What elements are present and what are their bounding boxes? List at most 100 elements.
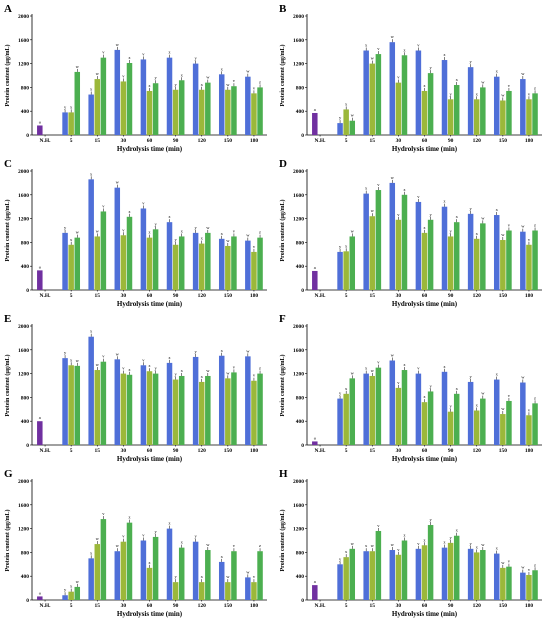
bar-series-2	[120, 541, 127, 600]
bar-series-3	[126, 216, 133, 290]
bar-series-1	[493, 379, 500, 445]
y-tick-label: 800	[21, 395, 30, 401]
x-tick-label: 90	[448, 293, 454, 299]
bar-annotation: x	[365, 186, 368, 191]
bar-annotation: w	[246, 233, 250, 238]
bar-series-1	[218, 561, 225, 600]
bar-series-3	[126, 374, 133, 445]
x-tick-label: 150	[499, 293, 508, 299]
bar-series-3	[375, 190, 382, 290]
bar-series-1	[166, 222, 173, 290]
bar-series-2	[251, 582, 257, 600]
bar-series-3	[152, 536, 159, 600]
bar-series-2	[225, 582, 231, 600]
x-tick-label: N.H.	[40, 448, 52, 454]
panel-e: E 0 400 800 1200 1600 2000 Protein content (µg/…	[4, 313, 267, 463]
x-tick-label: 15	[95, 603, 101, 609]
bar-annotation: w	[481, 79, 485, 84]
bar-series-2	[343, 557, 349, 600]
x-tick-label: N.H.	[315, 138, 327, 144]
bar-annotation: x	[365, 543, 368, 548]
x-tick-label: 150	[224, 138, 233, 144]
bar-series-1	[441, 60, 448, 135]
y-tick-label: 800	[296, 395, 305, 401]
bar-annotation: z	[534, 223, 536, 228]
bar-annotation: z	[128, 515, 130, 520]
bar-series-2	[94, 79, 101, 135]
bar-annotation: v	[142, 51, 145, 56]
y-axis-title: Protein content (µg/mL)	[4, 354, 11, 416]
bar-annotation: v	[377, 182, 380, 187]
bar-series-1	[493, 76, 500, 135]
bar-series-3	[126, 63, 133, 135]
bar-annotation: v	[508, 559, 511, 564]
bar-series-2	[526, 244, 532, 290]
bar-annotation: a	[39, 415, 41, 420]
bar-series-1	[140, 365, 147, 445]
x-tick-label: 15	[370, 293, 376, 299]
bar-annotation: w	[351, 228, 355, 233]
bar-series-2	[421, 90, 428, 135]
x-axis-title: Hydrolysis time (min)	[392, 610, 458, 618]
bar-series-3	[532, 230, 538, 290]
bar-annotation: x	[476, 544, 479, 549]
x-tick-label: 180	[525, 603, 534, 609]
x-tick-label: 90	[448, 603, 454, 609]
bar-annotation: v	[102, 50, 105, 55]
bar-annotation: w	[501, 560, 505, 565]
bar-annotation: x	[221, 66, 224, 71]
bar-annotation: w	[521, 224, 525, 229]
bar-annotation: y	[339, 244, 342, 249]
bar-series-1	[467, 381, 474, 445]
bar-annotation: v	[417, 366, 420, 371]
y-tick-label: 2000	[293, 169, 304, 175]
bar-annotation: v	[397, 75, 400, 80]
bar-series-2	[473, 410, 480, 445]
y-tick-label: 2000	[293, 14, 304, 20]
bar-series-3	[453, 85, 460, 135]
bar-annotation: w	[391, 353, 395, 358]
bar-control	[37, 270, 43, 290]
bar-series-3	[349, 120, 356, 135]
bar-series-3	[453, 222, 460, 290]
bar-annotation: v	[142, 533, 145, 538]
bar-control	[37, 421, 43, 445]
bar-series-1	[88, 179, 94, 290]
bar-annotation: a	[39, 264, 41, 269]
bar-annotation: x	[345, 101, 348, 106]
bar-series-3	[152, 373, 159, 445]
bar-series-2	[395, 219, 402, 290]
y-tick-label: 1200	[18, 217, 29, 223]
bar-series-3	[178, 375, 185, 445]
x-tick-label: 120	[473, 138, 482, 144]
bar-annotation: z	[149, 363, 151, 368]
x-tick-label: 5	[70, 448, 73, 454]
bar-series-2	[421, 232, 428, 290]
bar-annotation: y	[469, 206, 472, 211]
bar-series-2	[198, 243, 205, 290]
bar-series-2	[225, 378, 231, 445]
bar-control	[312, 441, 318, 445]
y-tick-label: 800	[296, 85, 305, 91]
y-tick-label: 2000	[18, 324, 29, 330]
bar-series-1	[218, 74, 225, 135]
bar-series-2	[94, 544, 101, 600]
bar-annotation: y	[339, 556, 342, 561]
bar-series-3	[506, 400, 512, 445]
bar-annotation: y	[429, 517, 432, 522]
bar-series-3	[178, 236, 185, 290]
bar-annotation: z	[169, 50, 171, 55]
bar-series-3	[100, 57, 107, 135]
bar-series-1	[62, 358, 68, 445]
bar-series-1	[218, 355, 225, 445]
bar-annotation: z	[259, 230, 261, 235]
bar-series-2	[343, 109, 349, 135]
bar-annotation: z	[259, 366, 261, 371]
bar-annotation: w	[371, 368, 375, 373]
panel-letter: H	[279, 468, 288, 480]
bar-series-3	[205, 232, 211, 290]
bar-series-1	[441, 371, 448, 445]
bar-series-2	[251, 251, 257, 290]
x-tick-label: 30	[121, 448, 127, 454]
bar-annotation: v	[253, 85, 256, 90]
